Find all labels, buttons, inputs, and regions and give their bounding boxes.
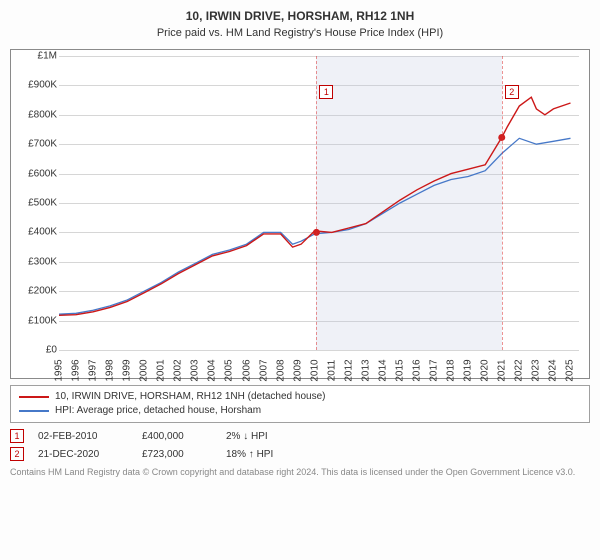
x-axis-label: 2020 [480, 359, 491, 381]
series-price_paid [59, 97, 571, 315]
x-axis-label: 2010 [309, 359, 320, 381]
sale-row: 2 21-DEC-2020 £723,000 18% ↑ HPI [10, 447, 590, 461]
page-subtitle: Price paid vs. HM Land Registry's House … [10, 26, 590, 41]
x-axis-label: 1997 [88, 359, 99, 381]
legend: 10, IRWIN DRIVE, HORSHAM, RH12 1NH (deta… [10, 385, 590, 423]
sale-price: £723,000 [142, 449, 212, 460]
x-axis-label: 2015 [394, 359, 405, 381]
legend-swatch [19, 396, 49, 398]
sales-table: 1 02-FEB-2010 £400,000 2% ↓ HPI 2 21-DEC-2020… [10, 429, 590, 461]
y-axis-label: £900K [15, 80, 57, 91]
x-axis-label: 2007 [258, 359, 269, 381]
sale-marker-line [502, 56, 503, 350]
x-axis-label: 1999 [122, 359, 133, 381]
x-axis-label: 2001 [156, 359, 167, 381]
y-axis-label: £200K [15, 286, 57, 297]
x-axis-label: 2019 [463, 359, 474, 381]
x-axis-label: 2012 [343, 359, 354, 381]
x-axis-label: 2008 [275, 359, 286, 381]
x-axis-label: 2000 [139, 359, 150, 381]
legend-row: HPI: Average price, detached house, Hors… [19, 404, 581, 418]
sale-pct-vs-hpi: 2% ↓ HPI [226, 431, 326, 442]
series-hpi [59, 138, 571, 314]
sale-date: 21-DEC-2020 [38, 449, 128, 460]
x-axis-label: 2004 [207, 359, 218, 381]
page-title: 10, IRWIN DRIVE, HORSHAM, RH12 1NH [10, 8, 590, 24]
sale-marker-label: 1 [319, 85, 333, 99]
legend-label: HPI: Average price, detached house, Hors… [55, 404, 261, 418]
legend-label: 10, IRWIN DRIVE, HORSHAM, RH12 1NH (deta… [55, 390, 325, 404]
x-axis-label: 2011 [326, 360, 337, 382]
sale-marker-label: 2 [505, 85, 519, 99]
legend-row: 10, IRWIN DRIVE, HORSHAM, RH12 1NH (deta… [19, 390, 581, 404]
y-axis-label: £600K [15, 168, 57, 179]
attribution: Contains HM Land Registry data © Crown c… [10, 467, 590, 479]
legend-swatch [19, 410, 49, 412]
sale-date: 02-FEB-2010 [38, 431, 128, 442]
x-axis-label: 2009 [292, 359, 303, 381]
sale-index: 1 [10, 429, 24, 443]
y-axis-label: £500K [15, 198, 57, 209]
x-axis-label: 1998 [105, 359, 116, 381]
y-axis-label: £300K [15, 256, 57, 267]
sale-price: £400,000 [142, 431, 212, 442]
x-axis-label: 2023 [531, 359, 542, 381]
x-axis-label: 2014 [377, 359, 388, 381]
x-axis-label: 2017 [429, 359, 440, 381]
x-axis-label: 2002 [173, 359, 184, 381]
x-axis-label: 2021 [497, 359, 508, 381]
x-axis-label: 2018 [446, 359, 457, 381]
x-axis-label: 2022 [514, 359, 525, 381]
sale-index: 2 [10, 447, 24, 461]
y-axis-label: £100K [15, 315, 57, 326]
y-axis-label: £700K [15, 139, 57, 150]
x-axis-label: 2024 [548, 359, 559, 381]
y-axis-label: £1M [15, 51, 57, 62]
x-axis-label: 2005 [224, 359, 235, 381]
x-axis-label: 1995 [54, 359, 65, 381]
price-chart: £0 £100K £200K £300K £400K £500K £600K £700K £80… [10, 49, 590, 379]
x-axis-label: 2025 [565, 359, 576, 381]
x-axis-label: 1996 [71, 359, 82, 381]
sale-pct-vs-hpi: 18% ↑ HPI [226, 449, 326, 460]
x-axis-label: 2006 [241, 359, 252, 381]
x-axis-label: 2016 [412, 359, 423, 381]
y-axis-label: £400K [15, 227, 57, 238]
y-axis-label: £800K [15, 109, 57, 120]
sale-marker-line [316, 56, 317, 350]
x-axis-label: 2003 [190, 359, 201, 381]
y-axis-label: £0 [15, 345, 57, 356]
gridline [59, 350, 579, 351]
x-axis-label: 2013 [360, 359, 371, 381]
sale-row: 1 02-FEB-2010 £400,000 2% ↓ HPI [10, 429, 590, 443]
